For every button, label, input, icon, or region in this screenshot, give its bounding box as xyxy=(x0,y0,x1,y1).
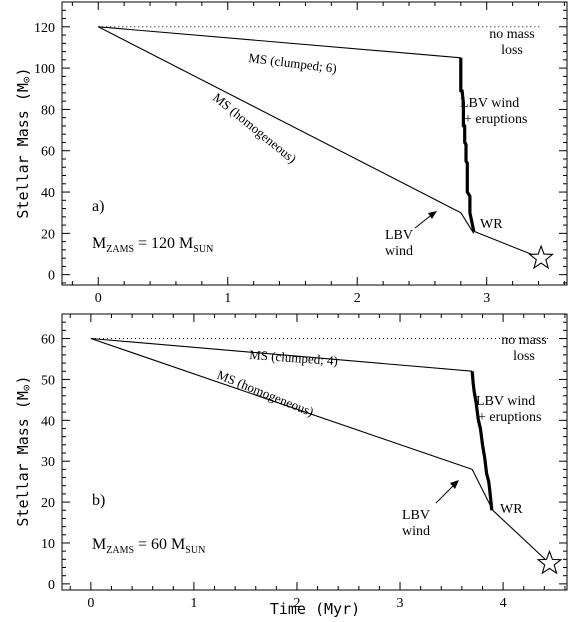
y-tick-label: 20 xyxy=(41,227,55,242)
y-axis-title: Stellar Mass (M⊙) xyxy=(14,375,33,526)
annotation-lbv-eruptions: LBV wind xyxy=(460,96,519,111)
x-tick-label: 4 xyxy=(500,596,507,611)
y-axis-title: Stellar Mass (M⊙) xyxy=(14,67,33,218)
annotation-no-mass-loss: no mass xyxy=(489,27,535,42)
series-wr xyxy=(473,230,542,259)
annotation-ms-homogeneous: MS (homogeneous) xyxy=(210,90,299,166)
annotation-wr: WR xyxy=(500,502,523,517)
annotation-no-mass-loss: loss xyxy=(501,43,523,58)
annotation-lbv-eruptions: LBV wind xyxy=(476,394,535,409)
series-lbv-wind-eruptions xyxy=(459,57,476,232)
annotation-ms-clumped: MS (clumped; 6) xyxy=(248,50,338,76)
y-tick-label: 30 xyxy=(41,455,55,470)
y-tick-label: 40 xyxy=(41,414,55,429)
annotation-lbv-wind: LBV xyxy=(402,508,430,523)
y-tick-label: 60 xyxy=(41,145,55,160)
mass-label: MZAMS = 60 MSUN xyxy=(92,536,205,556)
series-ms-homogeneous xyxy=(98,26,475,234)
annotation-lbv-wind: LBV xyxy=(385,228,413,243)
series-group xyxy=(98,26,554,270)
star-marker xyxy=(536,549,563,575)
y-tick-label: 10 xyxy=(41,537,55,552)
panel-label: b) xyxy=(92,492,105,509)
y-tick-label: 0 xyxy=(48,269,55,284)
x-tick-label: 3 xyxy=(483,291,490,306)
plot-frame xyxy=(61,313,568,591)
y-tick-label: 80 xyxy=(41,103,55,118)
annotation-wr: WR xyxy=(480,217,503,232)
annotation-no-mass-loss: loss xyxy=(513,349,535,364)
annotation-lbv-eruptions: + eruptions xyxy=(464,112,528,127)
annotation-ms-homogeneous: MS (homogeneous) xyxy=(215,367,316,419)
x-tick-label: 2 xyxy=(293,596,300,611)
x-tick-label: 3 xyxy=(397,596,404,611)
y-tick-label: 60 xyxy=(41,333,55,348)
lbv-wind-arrowhead xyxy=(450,480,459,489)
series-lbv-wind-eruptions xyxy=(470,371,494,511)
annotation-lbv-eruptions: + eruptions xyxy=(478,410,542,425)
y-tick-label: 120 xyxy=(34,21,55,36)
x-tick-label: 1 xyxy=(190,596,197,611)
x-tick-label: 0 xyxy=(95,291,102,306)
y-tick-label: 100 xyxy=(34,62,55,77)
mass-label: MZAMS = 120 MSUN xyxy=(92,235,213,255)
annotation-lbv-wind: wind xyxy=(385,244,413,259)
axis-ticks: 0 1 2 3 0 20 40 60 80 100 120 xyxy=(34,1,567,306)
panel-label: a) xyxy=(92,198,104,215)
y-tick-label: 20 xyxy=(41,496,55,511)
x-tick-label: 0 xyxy=(87,596,94,611)
series-wr xyxy=(492,509,550,564)
annotation-ms-clumped: MS (clumped; 4) xyxy=(249,347,339,368)
annotation-no-mass-loss: no mass xyxy=(501,333,547,348)
y-tick-label: 0 xyxy=(48,578,55,593)
lbv-wind-arrow xyxy=(435,482,457,504)
y-tick-label: 40 xyxy=(41,186,55,201)
x-tick-label: 2 xyxy=(354,291,361,306)
star-marker xyxy=(528,244,554,270)
y-tick-label: 50 xyxy=(41,373,55,388)
x-axis-title: Time (Myr) xyxy=(270,600,360,618)
series-ms-homogeneous xyxy=(90,337,494,511)
x-tick-label: 1 xyxy=(224,291,231,306)
lbv-wind-arrowhead xyxy=(428,211,437,219)
series-ms-clumped-4 xyxy=(90,337,473,372)
series-group xyxy=(90,337,563,575)
plot-frame xyxy=(61,1,568,286)
series-ms-clumped-6 xyxy=(98,26,461,59)
annotation-lbv-wind: wind xyxy=(402,524,430,539)
